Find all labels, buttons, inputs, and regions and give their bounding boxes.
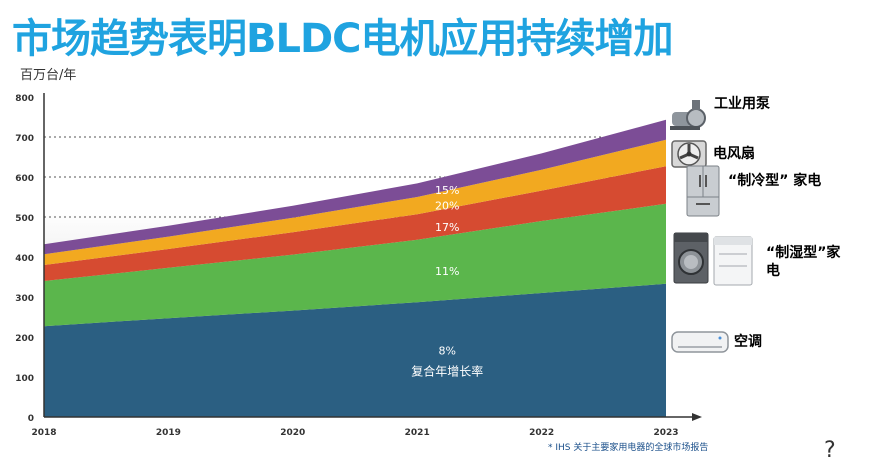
- cagr-label-4: 15%: [435, 184, 459, 197]
- area-series-4: [44, 119, 666, 255]
- area-series-2: [44, 166, 666, 281]
- y-tick-label-700: 700: [15, 134, 34, 144]
- corner-mark: ?: [824, 438, 836, 463]
- legend-refrigeration-label: “制冷型” 家电: [728, 173, 822, 189]
- area-series-1: [44, 203, 666, 327]
- footnote: * IHS 关于主要家用电器的全球市场报告: [548, 443, 709, 453]
- y-tick-label-800: 800: [15, 94, 34, 104]
- y-tick-label-500: 500: [15, 214, 34, 224]
- x-axis-arrow: [692, 413, 702, 421]
- x-tick-label-2020: 2020: [280, 428, 305, 438]
- cagr-label-0: 8%: [438, 345, 455, 358]
- x-tick-label-2023: 2023: [653, 428, 678, 438]
- y-axis-unit-label: 百万台/年: [20, 68, 77, 83]
- fan-icon: [671, 140, 707, 168]
- y-tick-label-600: 600: [15, 174, 34, 184]
- y-tick-label-400: 400: [15, 254, 34, 264]
- legend-humidity-label: “制湿型”家 电: [766, 245, 841, 279]
- cagr-label-1: 11%: [435, 265, 459, 278]
- cagr-label-2: 17%: [435, 221, 459, 234]
- dishwasher-icon: [713, 236, 753, 286]
- y-tick-label-0: 0: [28, 414, 34, 424]
- x-tick-label-2022: 2022: [529, 428, 554, 438]
- cagr-labels: 8% 11% 17% 20% 15% 复合年增长率: [411, 184, 483, 378]
- legend-pump-label: 工业用泵: [714, 96, 770, 112]
- refrigerator-icon: [686, 165, 720, 217]
- washing-machine-icon: [673, 232, 709, 284]
- page-title: 市场趋势表明BLDC电机应用持续增加: [12, 16, 674, 62]
- cagr-caption: 复合年增长率: [411, 364, 483, 379]
- x-tick-label-2019: 2019: [156, 428, 181, 438]
- pump-icon: [670, 100, 706, 130]
- x-tick-label-2018: 2018: [31, 428, 56, 438]
- cagr-label-3: 20%: [435, 200, 459, 213]
- x-axis: 2018 2019 2020 2021 2022 2023: [31, 413, 702, 438]
- legend-ac-label: 空调: [734, 334, 762, 350]
- series-areas: [44, 119, 666, 417]
- area-series-3: [44, 139, 666, 265]
- x-tick-label-2021: 2021: [405, 428, 430, 438]
- area-series-0: [44, 283, 666, 417]
- air-conditioner-icon: [671, 331, 729, 353]
- y-tick-label-200: 200: [15, 334, 34, 344]
- y-tick-label-100: 100: [15, 374, 34, 384]
- y-tick-label-300: 300: [15, 294, 34, 304]
- legend-fan-label: 电风扇: [713, 146, 755, 162]
- y-axis: 0 100 200 300 400 500 600 700 800: [15, 93, 45, 424]
